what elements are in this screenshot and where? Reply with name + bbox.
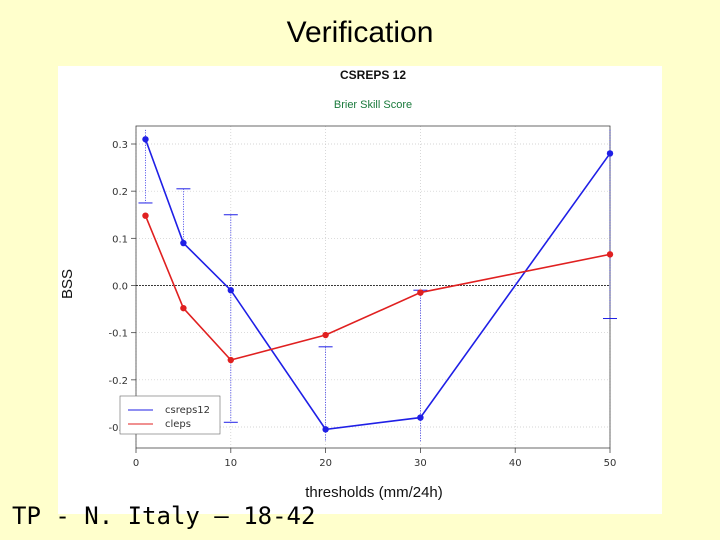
y-tick-label: 0.1: [112, 234, 128, 245]
chart-subtitle: Brier Skill Score: [334, 99, 412, 111]
series-line-csreps12: [144, 139, 611, 431]
chart-title: CSREPS 12: [340, 68, 406, 82]
plot-frame: [135, 125, 611, 449]
data-point-cleps: [227, 356, 234, 364]
x-tick-label: 0: [133, 458, 139, 469]
slide-title: Verification: [286, 16, 434, 49]
y-axis-label: BSS: [59, 269, 76, 299]
x-tick-label: 30: [414, 458, 427, 469]
x-tick-label: 50: [604, 458, 617, 469]
x-axis-label: thresholds (mm/24h): [305, 484, 443, 501]
data-point-csreps12: [180, 239, 187, 247]
legend-label-csreps12: csreps12: [165, 405, 210, 416]
y-tick-label: -0.1: [108, 329, 128, 340]
bss-chart: CSREPS 12 Brier Skill Score 0 10 20 30 40 50 0…: [59, 68, 617, 501]
series-line-cleps: [144, 215, 611, 361]
data-point-csreps12: [417, 414, 424, 421]
x-tick-label: 10: [224, 458, 237, 469]
y-tick-label: 0.0: [112, 282, 128, 293]
data-point-csreps12: [227, 287, 234, 294]
y-tick-label: -0.2: [108, 376, 128, 387]
y-tick-label: 0.2: [112, 187, 128, 198]
data-point-cleps: [417, 289, 424, 296]
data-point-cleps: [322, 331, 329, 339]
legend-label-cleps: cleps: [165, 419, 191, 430]
legend-box: [119, 395, 221, 435]
y-tick-label: 0.3: [112, 140, 128, 151]
series-layer: [138, 129, 617, 442]
legend: csreps12 cleps: [119, 395, 221, 435]
data-point-cleps: [180, 304, 187, 312]
data-point-csreps12: [322, 426, 329, 433]
data-point-csreps12: [606, 150, 614, 157]
data-point-cleps: [142, 212, 149, 219]
y-tick-label: -0.3: [108, 423, 128, 434]
footer-text: TP - N. Italy – 18-42: [12, 502, 316, 530]
data-point-cleps: [606, 251, 614, 258]
x-tick-label: 40: [509, 458, 522, 469]
plot-panel: CSREPS 12 Brier Skill Score 0 10 20 30 40 50 0…: [58, 66, 662, 514]
data-point-csreps12: [142, 136, 149, 143]
x-tick-label: 20: [319, 458, 332, 469]
